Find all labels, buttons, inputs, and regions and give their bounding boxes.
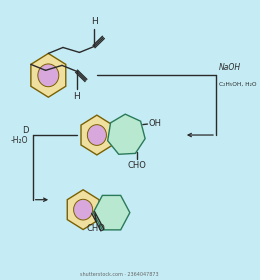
Polygon shape (108, 114, 145, 154)
Text: OH: OH (148, 119, 161, 128)
Polygon shape (93, 195, 130, 230)
Circle shape (38, 64, 59, 87)
Text: H: H (73, 92, 80, 101)
Text: CHO: CHO (128, 161, 147, 170)
Text: -H₂O: -H₂O (11, 136, 28, 144)
Circle shape (87, 125, 106, 145)
Text: H: H (91, 17, 98, 25)
Text: C₂H₅OH, H₂O: C₂H₅OH, H₂O (219, 81, 256, 86)
Text: D: D (22, 125, 28, 135)
Circle shape (74, 199, 93, 220)
Polygon shape (81, 115, 113, 155)
Polygon shape (67, 190, 99, 230)
Text: NaOH: NaOH (219, 63, 241, 72)
Text: shutterstock.com · 2364047873: shutterstock.com · 2364047873 (80, 272, 159, 277)
Polygon shape (31, 53, 66, 97)
Text: CHO: CHO (87, 224, 105, 233)
